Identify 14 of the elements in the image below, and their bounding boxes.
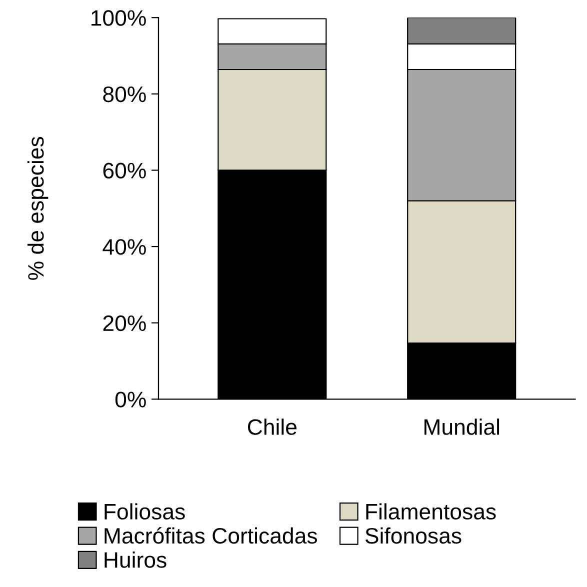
legend-label: Huiros [104, 552, 166, 568]
x-tick-label: Chile [248, 418, 296, 435]
y-tick-label: 20% [103, 315, 146, 332]
y-tick-label: 0% [115, 392, 146, 408]
x-tick-label: Mundial [424, 418, 500, 435]
y-tick-label: 100% [92, 10, 146, 26]
y-tick-label: 80% [103, 86, 146, 102]
y-tick-label: 60% [103, 162, 146, 178]
legend-label: Macrófitas Corticadas [104, 527, 317, 544]
legend-label: Foliosas [104, 503, 185, 520]
legend-label: Filamentosas [366, 503, 496, 520]
legend-label: Sifonosas [365, 527, 462, 544]
y-tick-label: 40% [102, 239, 146, 255]
y-axis-title: % de especies [27, 136, 48, 280]
